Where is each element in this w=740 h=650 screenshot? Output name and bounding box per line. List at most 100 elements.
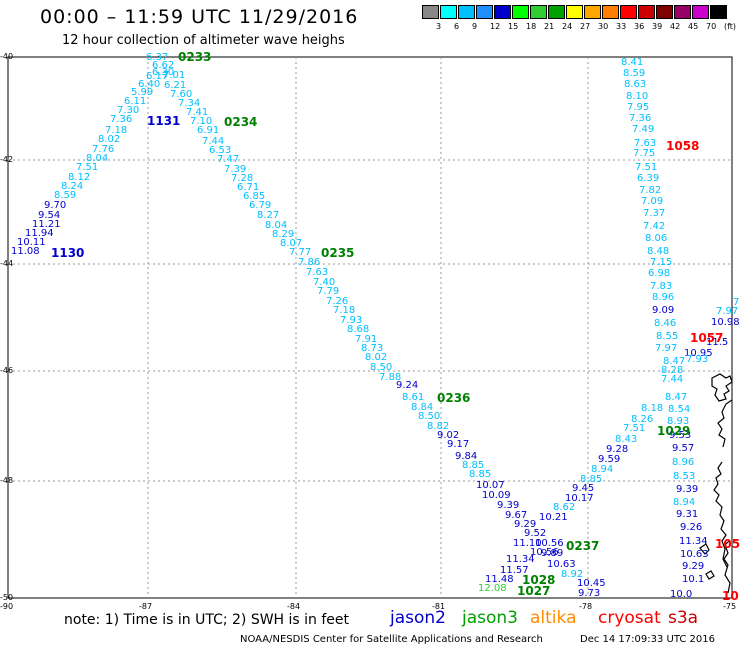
- x-tick-label: -81: [432, 602, 446, 611]
- y-tick-label: -50: [0, 593, 14, 602]
- swh-value-label: 10.95: [684, 348, 713, 359]
- swh-value-label: 10.07: [476, 480, 505, 491]
- pass-time-labels: 0233 1131 0234 1130 0235 1058 1057 0236 1029 0237…: [51, 50, 740, 603]
- swh-value-label: 7.77: [289, 247, 311, 258]
- swh-value-label: 11.5: [706, 337, 728, 348]
- footnote: note: 1) Time is in UTC; 2) SWH is in fe…: [64, 612, 350, 628]
- coastline-segment: [713, 461, 728, 568]
- pass-time-label: 1029: [657, 424, 690, 438]
- swh-value-label: 8.46: [654, 318, 676, 329]
- swh-value-label: 7.97: [655, 343, 677, 354]
- swh-value-label: 10.11: [17, 237, 46, 248]
- swh-value-label: 7.34: [178, 98, 200, 109]
- swh-value-label: 8.26: [631, 414, 653, 425]
- swh-value-label: 6.71: [237, 182, 259, 193]
- swh-value-label: 7.93: [340, 315, 362, 326]
- color-scale-swatch: [602, 5, 619, 19]
- swh-value-label: 7.18: [105, 125, 127, 136]
- swh-value-label: 7.76: [92, 144, 114, 155]
- swh-value-label: 6.40: [138, 79, 160, 90]
- color-scale-tick: 42: [670, 22, 681, 31]
- footer-timestamp: Dec 14 17:09:33 UTC 2016: [580, 634, 715, 645]
- swh-values: 6.376.626.306.177.016.40 6.21 5.996.11 7.60…: [11, 52, 740, 600]
- coastline-segment: [717, 399, 733, 448]
- swh-value-label: 7.83: [650, 281, 672, 292]
- page-subtitle: 12 hour collection of altimeter wave hei…: [62, 33, 345, 48]
- color-scale-swatch: [638, 5, 655, 19]
- color-scale-tick: 3: [436, 22, 442, 31]
- coastline-segment: [711, 373, 733, 402]
- color-scale-tick: 45: [688, 22, 699, 31]
- swh-value-label: 10.0: [670, 589, 692, 600]
- pass-time-label: 1057: [690, 331, 723, 345]
- swh-value-label: 8.55: [656, 331, 678, 342]
- swh-value-label: 8.48: [647, 246, 669, 257]
- swh-value-label: 6.17: [146, 71, 168, 82]
- swh-value-label: 6.21: [164, 80, 186, 91]
- color-scale-swatch: [692, 5, 709, 19]
- swh-value-label: 7.63: [634, 138, 656, 149]
- legend-entry-jason3: jason3: [462, 608, 518, 628]
- swh-value-label: 7.97: [716, 306, 738, 317]
- swh-value-label: 9.24: [396, 380, 418, 391]
- swh-value-label: 8.96: [672, 457, 694, 468]
- pass-time-label: 10: [722, 589, 739, 603]
- swh-value-label: 8.94: [591, 464, 613, 475]
- swh-value-label: 9.70: [44, 200, 66, 211]
- swh-value-label: 11.08: [11, 246, 40, 257]
- swh-value-label: 8.59: [54, 190, 76, 201]
- y-tick-label: -44: [0, 259, 14, 268]
- swh-value-label: 8.53: [673, 471, 695, 482]
- color-scale-tick: 33: [616, 22, 627, 31]
- swh-value-label: 6.98: [648, 268, 670, 279]
- color-scale-swatch: [530, 5, 547, 19]
- swh-value-label: 8.85: [469, 469, 491, 480]
- color-scale-swatch: [512, 5, 529, 19]
- swh-value-label: 8.82: [427, 421, 449, 432]
- swh-value-label: 6.30: [152, 67, 174, 78]
- swh-value-label: 7.91: [355, 334, 377, 345]
- swh-value-label: 8.24: [61, 181, 83, 192]
- y-tick-label: -42: [0, 155, 14, 164]
- swh-value-label: 8.85: [580, 474, 602, 485]
- coastline-segment: [705, 570, 715, 580]
- swh-value-label: 8.29: [272, 229, 294, 240]
- swh-value-label: 8.68: [347, 324, 369, 335]
- color-scale-swatch: [584, 5, 601, 19]
- color-scale-swatch: [458, 5, 475, 19]
- pass-time-label: 1027: [517, 584, 550, 598]
- swh-value-label: 9.29: [682, 561, 704, 572]
- swh-value-label: 7.30: [117, 105, 139, 116]
- swh-value-label: 8.73: [361, 343, 383, 354]
- pass-time-label: 0235: [321, 246, 354, 260]
- color-scale-swatch: [566, 5, 583, 19]
- swh-value-label: 7.36: [629, 113, 651, 124]
- swh-value-label: 8.04: [265, 220, 287, 231]
- swh-value-label: 6.39: [637, 173, 659, 184]
- x-tick-label: -90: [0, 602, 14, 611]
- swh-value-label: 9.39: [497, 500, 519, 511]
- color-scale-swatch: [548, 5, 565, 19]
- swh-value-label: 8.94: [673, 497, 695, 508]
- swh-value-label: 7.63: [306, 267, 328, 278]
- swh-value-label: 7.39: [224, 164, 246, 175]
- color-scale-tick: 18: [526, 22, 537, 31]
- swh-value-label: 8.06: [645, 233, 667, 244]
- color-scale-swatch: [494, 5, 511, 19]
- x-tick-label: -84: [287, 602, 301, 611]
- swh-value-label: 8.47: [665, 392, 687, 403]
- swh-value-label: 10.56: [535, 538, 564, 549]
- pass-time-label: 1058: [666, 139, 699, 153]
- swh-value-label: 7.88: [379, 372, 401, 383]
- swh-value-label: 9.29: [514, 519, 536, 530]
- swh-value-label: 7.79: [317, 286, 339, 297]
- color-scale-tick: 21: [544, 22, 555, 31]
- swh-value-label: 8.50: [418, 411, 440, 422]
- swh-value-label: 10.09: [482, 490, 511, 501]
- color-scale-tick: 12: [490, 22, 501, 31]
- swh-value-label: 11.57: [500, 565, 529, 576]
- swh-value-label: 9.84: [455, 451, 477, 462]
- page-title: 00:00 – 11:59 UTC 11/29/2016: [40, 6, 359, 28]
- color-scale-tick: 70: [706, 22, 717, 31]
- swh-value-label: 9.59: [598, 454, 620, 465]
